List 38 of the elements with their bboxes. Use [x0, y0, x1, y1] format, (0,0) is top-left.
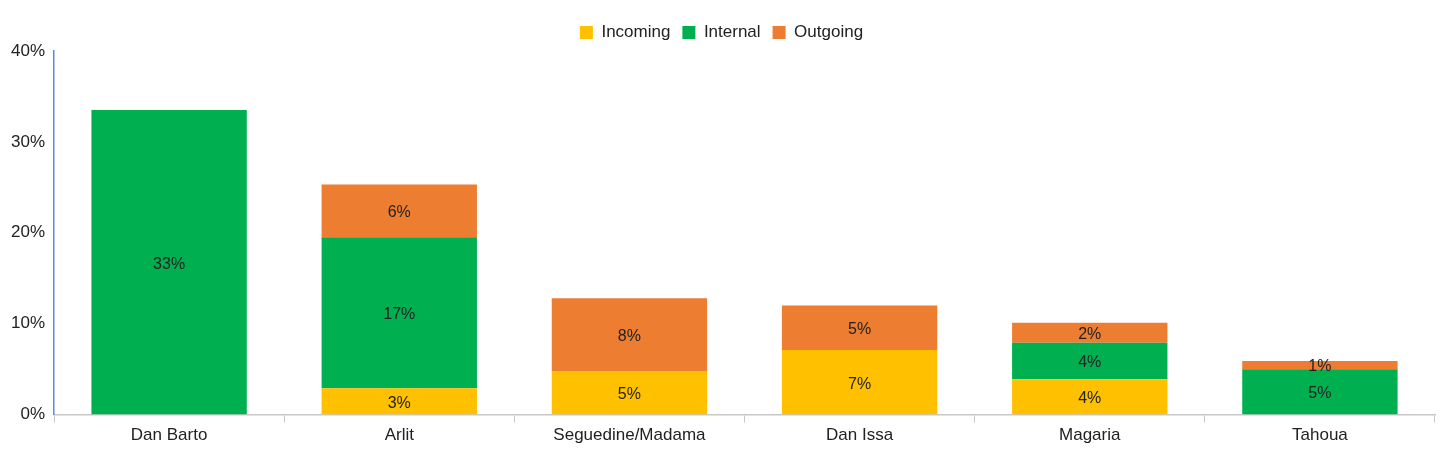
data-label: 33%: [153, 254, 186, 272]
data-label: 6%: [387, 203, 411, 221]
x-tick-label: Dan Barto: [130, 425, 208, 445]
data-label: 2%: [1078, 325, 1102, 343]
data-label: 3%: [387, 393, 411, 411]
data-label: 7%: [848, 374, 872, 392]
bar: [1012, 322, 1168, 343]
bar: [551, 298, 708, 371]
bar: [781, 350, 938, 415]
data-label: 5%: [617, 385, 641, 403]
y-tick-label: 10%: [10, 313, 46, 333]
bar: [1012, 342, 1168, 380]
bar: [1012, 379, 1168, 415]
y-tick-label: 40%: [10, 40, 46, 60]
legend-label: Incoming: [601, 22, 671, 42]
bar: [321, 184, 477, 238]
bar: [321, 237, 477, 389]
data-label: 5%: [1308, 384, 1332, 402]
bar: [781, 305, 938, 351]
x-tick-label: Arlit: [384, 425, 415, 445]
x-tick-label: Magaria: [1059, 425, 1122, 445]
x-tick-label: Seguedine/Madama: [553, 425, 707, 445]
y-tick-label: 30%: [10, 131, 46, 151]
bar: [321, 388, 477, 415]
bar: [1242, 369, 1398, 415]
legend-label: Internal: [703, 22, 761, 42]
bar: [91, 110, 247, 415]
legend-label: Outgoing: [794, 22, 864, 42]
bar: [551, 370, 708, 415]
data-label: 17%: [383, 305, 416, 323]
y-tick-label: 0%: [20, 404, 46, 424]
data-label: 8%: [617, 327, 641, 345]
x-tick-label: Tahoua: [1292, 425, 1349, 445]
y-tick-label: 20%: [10, 222, 46, 242]
data-label: 4%: [1078, 389, 1102, 407]
data-label: 5%: [848, 320, 872, 338]
x-tick-label: Dan Issa: [826, 425, 894, 445]
data-label: 4%: [1078, 353, 1102, 371]
